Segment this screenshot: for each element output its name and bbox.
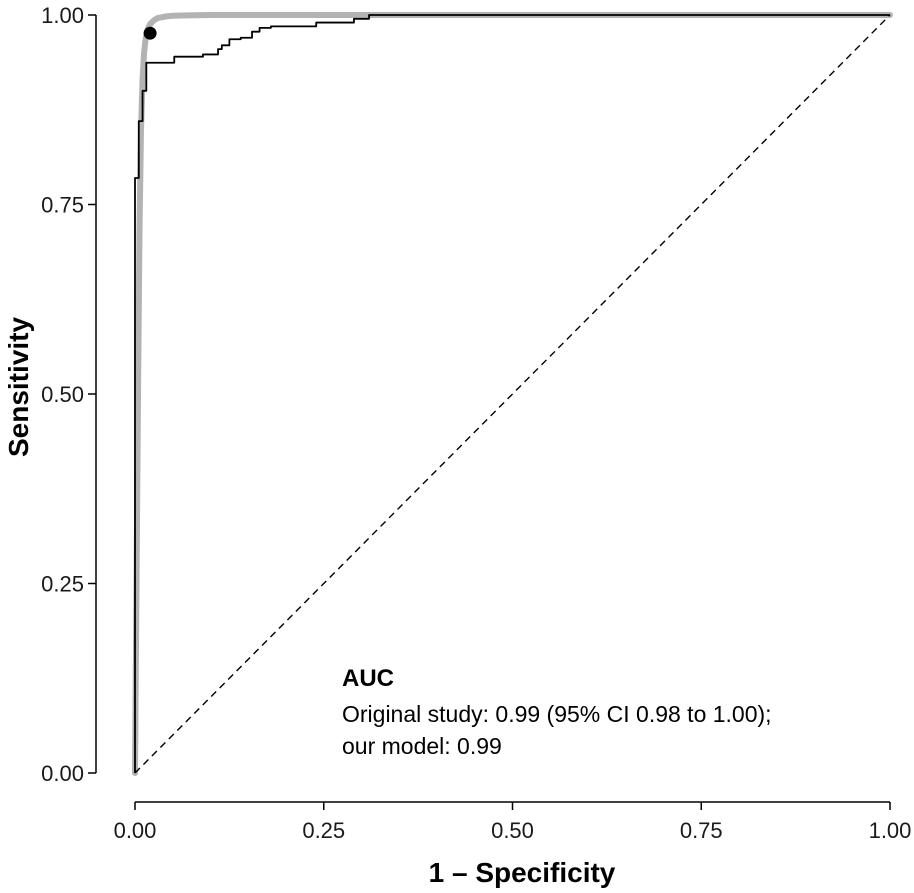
series-layer [132,12,893,776]
y-tick-label: 0.25 [41,572,84,597]
series-line-reference-diagonal [134,14,891,774]
auc-annotation-title: AUC [342,665,394,692]
y-tick-label: 0.50 [41,382,84,407]
x-tick-label: 0.25 [302,818,345,843]
x-tick-label: 0.75 [680,818,723,843]
auc-annotation-line: our model: 0.99 [342,733,502,759]
optimal-threshold-point [143,26,157,40]
x-tick-label: 0.00 [114,818,157,843]
x-ticks: 0.00 0.25 0.50 0.75 1.00 [114,802,912,843]
axes: 0.00 0.25 0.50 0.75 1.00 0.00 0.25 0.50 0.75 1.0… [41,3,911,843]
y-tick-label: 1.00 [41,3,84,28]
points-layer [143,26,157,40]
y-tick-label: 0.75 [41,193,84,218]
y-ticks: 0.00 0.25 0.50 0.75 1.00 [41,3,96,786]
auc-annotation-line: Original study: 0.99 (95% CI 0.98 to 1.0… [342,701,772,727]
y-axis-title: Sensitivity [3,317,34,457]
auc-annotation: AUC Original study: 0.99 (95% CI 0.98 to… [342,665,772,759]
x-tick-label: 1.00 [869,818,912,843]
x-tick-label: 0.50 [491,818,534,843]
x-axis-title: 1 – Specificity [429,857,616,888]
series-line-original-study [132,12,893,776]
y-tick-label: 0.00 [41,761,84,786]
series-line-our-model [134,14,890,773]
